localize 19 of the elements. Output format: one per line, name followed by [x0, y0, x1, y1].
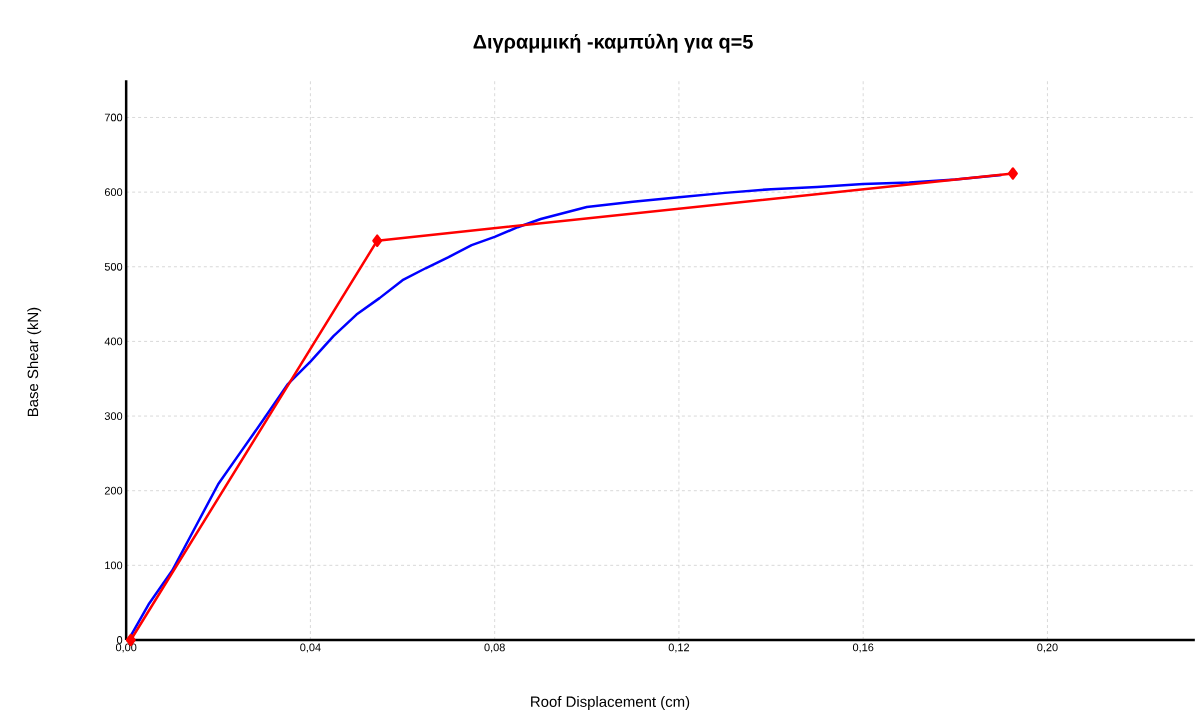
x-axis-title: Roof Displacement (cm): [531, 695, 690, 710]
y-axis-title: Base Shear (kN): [27, 307, 42, 416]
y-tick-label: 500: [104, 262, 123, 271]
y-tick-label: 0: [116, 636, 123, 644]
y-tick-label: 600: [104, 188, 123, 196]
y-tick-label: 200: [104, 486, 123, 495]
y-tick-label: 700: [104, 113, 123, 122]
point: [1007, 167, 1018, 180]
x-tick-label: 0,04: [300, 643, 321, 653]
x-tick-label: 0,00: [115, 643, 137, 653]
chart-title: Διγραμμική -καμπύλη για q=5: [473, 33, 753, 53]
y-tick-label: 100: [105, 561, 123, 570]
x-tick-label: 0,12: [668, 643, 690, 653]
y-tick-label: 400: [104, 337, 123, 346]
y-tick-label: 300: [104, 412, 123, 420]
x-tick-label: 0,08: [484, 643, 505, 653]
point: [372, 234, 383, 247]
x-tick-label: 0,20: [1037, 643, 1058, 653]
x-tick-label: 0,16: [852, 643, 874, 653]
